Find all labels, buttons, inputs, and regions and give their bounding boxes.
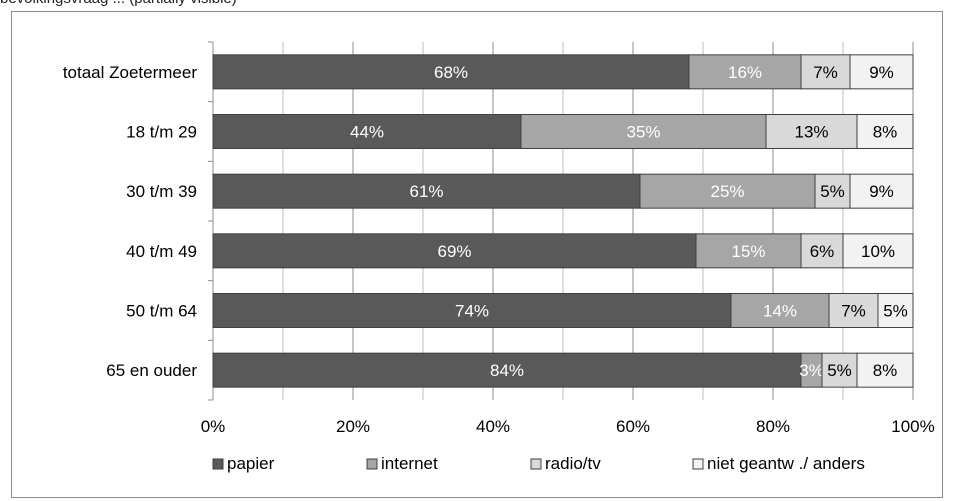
bar-segment-internet <box>730 293 830 328</box>
data-label: 69% <box>437 242 471 261</box>
legend-swatch <box>530 458 542 470</box>
legend-swatch <box>366 458 378 470</box>
bar-segment-internet <box>688 54 802 90</box>
bar-segment-internet <box>639 173 816 209</box>
data-label: 74% <box>455 302 489 321</box>
x-tick-label: 0% <box>201 417 226 436</box>
bar-segment-niet-geantw-anders <box>877 293 914 328</box>
data-label: 61% <box>409 182 443 201</box>
legend-label: niet geantw ./ anders <box>707 454 865 473</box>
bar-segment-radio-tv <box>800 233 844 269</box>
bar-segment-niet-geantw-anders <box>856 352 914 388</box>
data-label: 68% <box>434 63 468 82</box>
bar-segment-niet-geantw-anders <box>856 114 914 149</box>
category-label: 30 t/m 39 <box>126 182 197 201</box>
header-partial-text: bevolkingsvraag ... (partially visible) <box>0 0 237 7</box>
bar-segment-radio-tv <box>765 114 858 149</box>
data-label: 3% <box>799 361 824 380</box>
bar-segment-internet <box>695 233 802 269</box>
bar-segment-niet-geantw-anders <box>849 173 914 209</box>
data-label: 14% <box>763 302 797 321</box>
data-label: 44% <box>350 123 384 142</box>
data-label: 8% <box>873 361 898 380</box>
data-label: 16% <box>728 63 762 82</box>
data-label: 84% <box>490 361 524 380</box>
legend-label: radio/tv <box>545 454 601 473</box>
data-label: 7% <box>813 63 838 82</box>
chart-frame <box>11 11 943 498</box>
category-label: 18 t/m 29 <box>126 123 197 142</box>
data-label: 15% <box>731 242 765 261</box>
x-tick-label: 100% <box>891 417 934 436</box>
data-label: 35% <box>626 123 660 142</box>
legend-swatch <box>212 458 224 470</box>
data-label: 10% <box>861 242 895 261</box>
x-tick-label: 20% <box>336 417 370 436</box>
bar-segment-niet-geantw-anders <box>842 233 914 269</box>
bar-segment-radio-tv <box>828 293 879 328</box>
data-label: 25% <box>710 182 744 201</box>
bar-segment-papier <box>212 233 697 269</box>
data-label: 9% <box>869 182 894 201</box>
data-label: 5% <box>820 182 845 201</box>
data-label: 5% <box>827 361 852 380</box>
bar-segment-papier <box>212 54 690 90</box>
legend-label: papier <box>227 454 275 473</box>
bar-segment-niet-geantw-anders <box>849 54 914 90</box>
category-label: 65 en ouder <box>106 361 197 380</box>
data-label: 13% <box>794 123 828 142</box>
data-label: 5% <box>883 302 908 321</box>
x-tick-label: 80% <box>756 417 790 436</box>
legend-swatch <box>692 458 704 470</box>
data-label: 8% <box>873 123 898 142</box>
x-tick-label: 40% <box>476 417 510 436</box>
bar-segment-radio-tv <box>821 352 858 388</box>
bar-segment-radio-tv <box>814 173 851 209</box>
legend-label: internet <box>381 454 438 473</box>
bar-segment-papier <box>212 173 641 209</box>
category-label: 50 t/m 64 <box>126 302 197 321</box>
bar-segment-papier <box>212 114 522 149</box>
category-label: 40 t/m 49 <box>126 242 197 261</box>
x-tick-label: 60% <box>616 417 650 436</box>
bar-segment-radio-tv <box>800 54 851 90</box>
data-label: 9% <box>869 63 894 82</box>
data-label: 7% <box>841 302 866 321</box>
data-label: 6% <box>810 242 835 261</box>
category-label: totaal Zoetermeer <box>63 63 198 82</box>
